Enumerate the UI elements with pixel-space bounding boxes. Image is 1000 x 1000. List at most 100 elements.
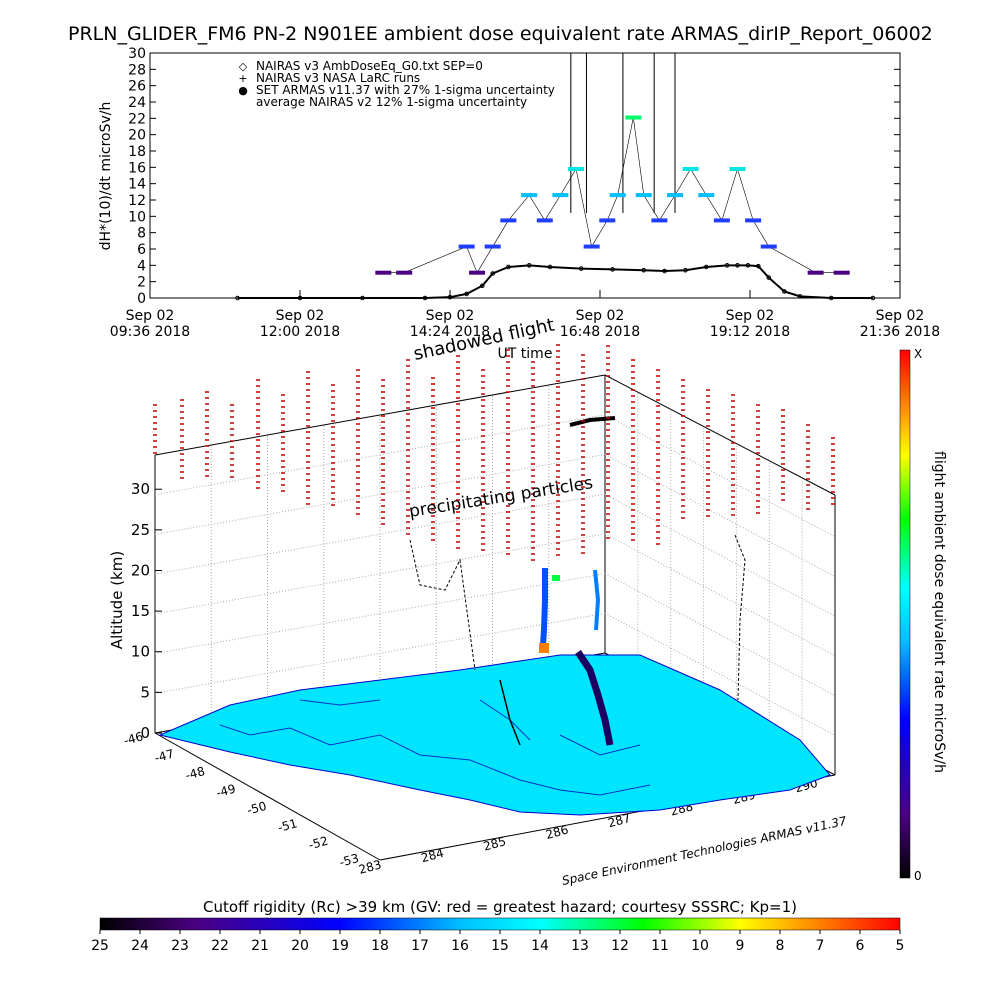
ground-track <box>499 679 521 746</box>
x-tick-day: Sep 02 <box>876 308 925 324</box>
x-tick-time: 21:36 2018 <box>860 324 940 340</box>
data-series <box>235 115 876 301</box>
nairas-point <box>447 294 453 300</box>
nairas-point <box>547 264 553 270</box>
y-tick-label: 22 <box>128 111 146 127</box>
grid-line <box>604 573 836 697</box>
armas-point <box>745 218 762 223</box>
colorbar-bottom-label: 0 <box>914 869 922 883</box>
nairas-point <box>235 295 240 301</box>
armas-point <box>667 193 683 198</box>
colorbar-label: flight ambient dose equivalent rate micr… <box>931 451 947 773</box>
armas-point <box>536 218 553 223</box>
lon-tick-label: 286 <box>544 823 570 842</box>
rigidity-tick-label: 21 <box>251 938 269 954</box>
altitude-axis: 0 5 10 15 20 25 30 <box>131 480 162 742</box>
y-tick-label: 26 <box>128 79 146 95</box>
x-tick-time: 14:24 2018 <box>410 324 490 340</box>
nairas-point <box>828 295 834 301</box>
z-tick-label: 5 <box>140 683 150 701</box>
armas-point <box>599 218 616 223</box>
y-tick-label: 0 <box>137 291 146 307</box>
grid-line <box>604 453 836 577</box>
grid-line <box>604 612 836 736</box>
armas-point <box>635 193 652 198</box>
nairas-line <box>237 264 873 299</box>
land-area <box>158 654 831 816</box>
nairas-point <box>360 295 365 301</box>
grid-line <box>154 533 606 615</box>
lat-tick-label: -46 <box>122 729 145 748</box>
nairas-point <box>724 263 730 268</box>
lon-tick-label: 285 <box>482 834 508 853</box>
y-tick-label: 30 <box>128 46 146 62</box>
nairas-point <box>745 263 751 268</box>
armas-point <box>396 270 413 275</box>
nairas-point <box>797 294 803 299</box>
legend: ◇ NAIRAS v3 AmbDoseEq_G0.txt SEP=0 + NAIRAS… <box>238 59 555 109</box>
lat-tick-label: -47 <box>153 747 176 766</box>
rigidity-tick-label: 14 <box>531 938 549 954</box>
dose-profile-vertical <box>540 568 548 646</box>
nairas-point <box>662 268 667 274</box>
z-tick-label: 30 <box>131 480 150 498</box>
armas-point <box>698 193 715 198</box>
y-tick-label: 10 <box>128 209 146 225</box>
x-tick-time: 16:48 2018 <box>560 324 640 340</box>
grid-line <box>154 414 606 496</box>
rigidity-tick-label: 8 <box>776 938 785 954</box>
y-tick-label: 16 <box>128 160 146 176</box>
rigidity-tick-label: 23 <box>171 938 189 954</box>
rigidity-tick-label: 19 <box>331 938 349 954</box>
legend-label: average NAIRAS v2 12% 1-sigma uncertaint… <box>256 95 527 109</box>
colorbar-top-label: X <box>914 347 922 361</box>
lat-tick-label: -48 <box>184 764 207 783</box>
latitude-axis: -46 -47 -48 -49 -50 -51 -52 -53 <box>122 729 360 869</box>
lat-tick-label: -51 <box>276 816 299 835</box>
box-edge <box>154 732 381 861</box>
cutoff-rigidity-columns <box>153 344 835 561</box>
rigidity-bar: Cutoff rigidity (Rc) >39 km (GV: red = g… <box>91 898 904 954</box>
dose-profile-right <box>593 569 601 631</box>
armas-point <box>713 218 730 223</box>
rigidity-tick-label: 24 <box>131 938 149 954</box>
z-tick-label: 15 <box>131 602 150 620</box>
legend-marker: + <box>238 72 247 85</box>
rigidity-tick-label: 25 <box>91 938 109 954</box>
x-tick-day: Sep 02 <box>276 308 325 324</box>
rigidity-tick-label: 20 <box>291 938 309 954</box>
nairas-point <box>756 263 761 269</box>
x-axis-label: UT time <box>498 346 553 362</box>
armas-point <box>625 115 642 120</box>
nairas-point <box>703 264 709 270</box>
y-tick-label: 24 <box>128 95 146 111</box>
nairas-point <box>464 291 469 297</box>
lon-tick-label: 283 <box>357 857 383 876</box>
plot-frame <box>149 52 901 299</box>
z-tick-label: 10 <box>131 643 150 661</box>
grid-line <box>154 493 606 575</box>
armas-point <box>469 270 486 275</box>
armas-point <box>484 244 501 249</box>
nairas-point <box>735 263 740 268</box>
grid-line <box>604 493 836 617</box>
armas-point <box>807 270 824 275</box>
legend-label: NAIRAS v3 AmbDoseEq_G0.txt SEP=0 <box>256 59 483 73</box>
armas-point <box>682 166 699 171</box>
z-tick-label: 25 <box>131 521 150 539</box>
3d-box <box>154 374 836 861</box>
z-tick-label: 20 <box>131 561 150 579</box>
legend-label: SET ARMAS v11.37 with 27% 1-sigma uncert… <box>256 83 555 97</box>
grid-line <box>604 533 836 657</box>
lon-tick-label: 284 <box>419 846 445 865</box>
spike-lines <box>570 53 676 213</box>
nairas-point <box>766 275 772 280</box>
rigidity-ticks: 25 24 23 22 21 20 19 18 17 16 15 14 13 12 11 10 9 8 7 6 5 <box>91 930 904 954</box>
legend-marker: ◇ <box>239 60 248 73</box>
armas-point <box>458 244 475 249</box>
nairas-point <box>422 295 428 301</box>
nairas-point <box>578 266 584 271</box>
y-tick-label: 14 <box>128 177 146 193</box>
